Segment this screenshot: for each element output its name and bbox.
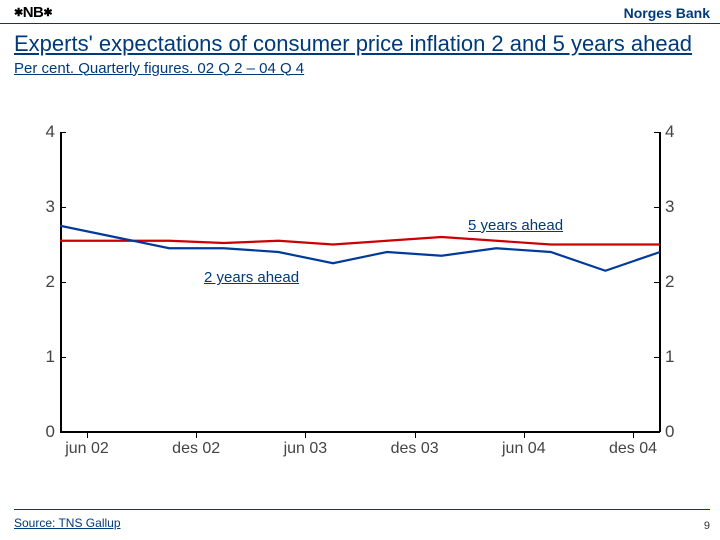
x-axis-label: des 02 (172, 440, 220, 458)
series-label: 5 years ahead (468, 217, 563, 234)
y-axis-label-left: 0 (30, 422, 55, 442)
x-axis-label: jun 03 (284, 440, 328, 458)
x-axis-label: des 03 (391, 440, 439, 458)
page-number: 9 (704, 520, 710, 532)
y-tick (654, 132, 660, 133)
chart-subtitle: Per cent. Quarterly figures. 02 Q 2 – 04… (14, 60, 706, 77)
series-line (60, 226, 660, 271)
y-tick (654, 357, 660, 358)
y-axis-label-right: 4 (665, 122, 690, 142)
y-axis-label-left: 4 (30, 122, 55, 142)
x-tick (415, 432, 416, 438)
y-axis-label-right: 3 (665, 197, 690, 217)
y-tick (60, 207, 66, 208)
y-tick (60, 432, 66, 433)
y-axis-label-right: 2 (665, 272, 690, 292)
y-axis-label-right: 0 (665, 422, 690, 442)
y-axis-label-left: 1 (30, 347, 55, 367)
logo-text: NB (23, 4, 44, 21)
x-axis-label: jun 04 (502, 440, 546, 458)
series-label: 2 years ahead (204, 269, 299, 286)
y-axis-label-right: 1 (665, 347, 690, 367)
y-tick (60, 357, 66, 358)
chart-area: 0011223344jun 02des 02jun 03des 03jun 04… (30, 132, 690, 464)
logo: ✱NB✱ (14, 4, 52, 21)
x-tick (87, 432, 88, 438)
y-axis-label-left: 2 (30, 272, 55, 292)
y-axis-label-left: 3 (30, 197, 55, 217)
header-bar: ✱NB✱ Norges Bank (0, 0, 720, 24)
x-axis-label: jun 02 (65, 440, 109, 458)
x-axis-label: des 04 (609, 440, 657, 458)
chart-title: Experts' expectations of consumer price … (14, 30, 706, 58)
x-tick (196, 432, 197, 438)
x-tick (633, 432, 634, 438)
y-tick (60, 132, 66, 133)
x-tick (305, 432, 306, 438)
footer-rule (14, 509, 710, 510)
y-tick (654, 282, 660, 283)
y-tick (654, 207, 660, 208)
y-tick (654, 432, 660, 433)
y-tick (60, 282, 66, 283)
bank-name: Norges Bank (624, 5, 710, 21)
x-tick (524, 432, 525, 438)
chart-lines (60, 132, 660, 432)
title-block: Experts' expectations of consumer price … (0, 24, 720, 79)
source-text: Source: TNS Gallup (14, 516, 121, 530)
